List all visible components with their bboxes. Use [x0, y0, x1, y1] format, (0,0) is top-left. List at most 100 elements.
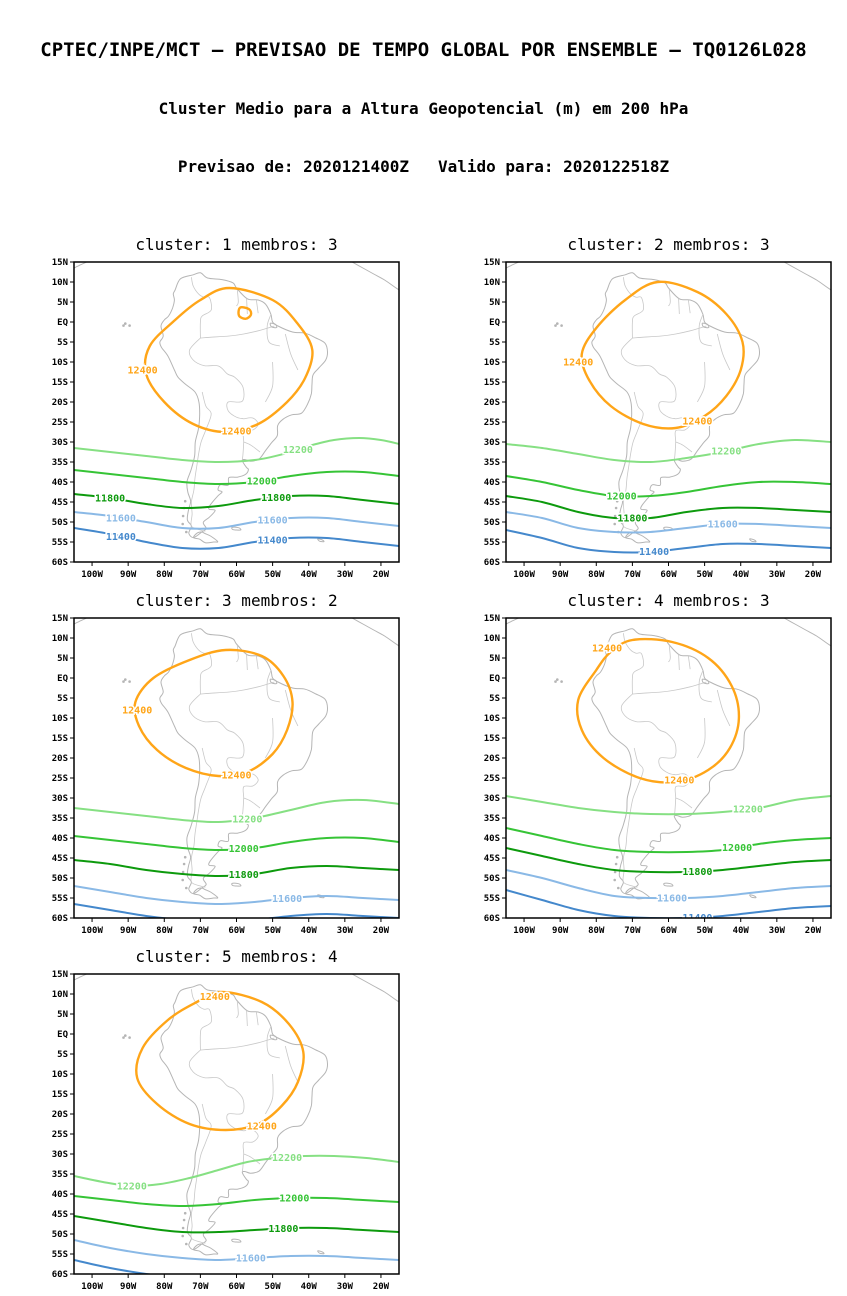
island-dot: [613, 878, 616, 882]
lon-tick-label: 70W: [624, 570, 641, 580]
lat-tick-label: 55S: [52, 538, 68, 548]
island-dot: [615, 855, 619, 859]
coastline: [159, 272, 329, 539]
island-dot: [128, 680, 131, 683]
country-border: [255, 655, 259, 670]
lat-tick-label: 45S: [52, 854, 68, 864]
lon-tick-label: 60W: [660, 926, 677, 936]
panels-grid: cluster: 1 membros: 3 12200 12000 11800 1180…: [0, 234, 847, 1296]
island-dot: [185, 886, 188, 890]
lon-tick-label: 20W: [805, 570, 822, 580]
island-dot: [560, 324, 563, 327]
lat-tick-label: EQ: [57, 674, 68, 684]
lat-tick-label: 55S: [52, 1250, 68, 1260]
coastline: [591, 628, 761, 895]
lat-tick-label: 40S: [52, 478, 68, 488]
island: [269, 678, 278, 685]
coastline-segment: [74, 974, 87, 981]
contour-label-12400: 12400: [200, 992, 230, 1003]
country-border: [265, 717, 274, 759]
island-dot: [122, 680, 125, 683]
country-border: [698, 670, 712, 703]
panel-chart: cluster: 3 membros: 2 12200 12000 11800 1160…: [52, 591, 400, 936]
country-border: [620, 693, 677, 776]
island-dot: [185, 530, 188, 534]
panel-title: cluster: 5 membros: 4: [135, 947, 337, 966]
contour-label-12200: 12200: [733, 805, 763, 816]
lat-tick-label: 30S: [484, 794, 500, 804]
lat-tick-label: 10S: [52, 714, 68, 724]
cluster-panel-5: cluster: 5 membros: 4 12200 12200 12000 1180…: [14, 946, 406, 1296]
page-subtitle: Cluster Medio para a Altura Geopotencial…: [158, 99, 689, 118]
lat-tick-label: EQ: [57, 318, 68, 328]
lon-tick-label: 90W: [120, 926, 137, 936]
lat-tick-label: 50S: [52, 518, 68, 528]
country-border: [266, 670, 280, 703]
country-border: [668, 288, 671, 307]
coastline-segment: [74, 262, 87, 269]
contour-12000: [506, 827, 831, 854]
lat-tick-label: 50S: [484, 874, 500, 884]
lon-tick-label: 30W: [337, 570, 354, 580]
contour-label-12400: 12400: [247, 1122, 277, 1133]
lat-tick-label: 15N: [484, 258, 500, 268]
lat-tick-label: 15S: [52, 1090, 68, 1100]
island-dot: [613, 514, 617, 518]
lat-tick-label: 25S: [52, 418, 68, 428]
page-title: CPTEC/INPE/MCT — PREVISAO DE TEMPO GLOBA…: [40, 39, 807, 61]
contour-label-11600: 11600: [106, 513, 136, 524]
lon-tick-label: 40W: [301, 926, 318, 936]
contour-label-12200: 12200: [711, 447, 741, 458]
lat-tick-label: 15S: [52, 378, 68, 388]
island-dot: [615, 499, 619, 503]
lon-tick-label: 30W: [337, 926, 354, 936]
header: CPTEC/INPE/MCT — PREVISAO DE TEMPO GLOBA…: [0, 0, 847, 196]
contour-11800: [74, 1215, 399, 1234]
country-border: [697, 361, 706, 403]
country-border: [236, 288, 239, 307]
island: [317, 1250, 325, 1255]
island-dot: [614, 506, 618, 510]
country-border: [687, 299, 691, 314]
country-border: [243, 441, 261, 453]
contour-label-12000: 12000: [722, 843, 752, 854]
contour-12200: [506, 438, 831, 464]
contour-label-12400: 12400: [682, 417, 712, 428]
contour-12000: [506, 475, 831, 498]
contour-label-11800: 11800: [682, 867, 712, 878]
lat-tick-label: 55S: [484, 894, 500, 904]
lon-tick-label: 60W: [228, 570, 245, 580]
lat-tick-label: 5S: [489, 338, 500, 348]
lon-tick-label: 60W: [228, 926, 245, 936]
lat-tick-label: 10N: [484, 278, 500, 288]
country-border: [188, 693, 245, 776]
lat-tick-label: 5S: [57, 338, 68, 348]
island: [749, 538, 757, 543]
lat-tick-label: 60S: [52, 558, 68, 568]
country-border: [246, 654, 248, 671]
island: [193, 887, 219, 900]
panel-chart: cluster: 5 membros: 4 12200 12200 12000 1180…: [52, 947, 400, 1292]
island-dot: [183, 1211, 187, 1215]
island-dot: [181, 522, 184, 526]
lat-tick-label: 40S: [52, 1190, 68, 1200]
panel-chart: cluster: 2 membros: 3 12200 12000 11800 1160…: [484, 235, 832, 580]
island: [269, 1034, 278, 1041]
country-border: [191, 989, 212, 1051]
lon-tick-label: 90W: [120, 570, 137, 580]
lon-tick-label: 70W: [192, 1282, 209, 1292]
country-border: [675, 441, 693, 453]
lon-tick-label: 70W: [192, 570, 209, 580]
contour-label-11600: 11600: [708, 520, 738, 531]
lat-tick-label: 25S: [52, 774, 68, 784]
lat-tick-label: 20S: [52, 1110, 68, 1120]
island-dot: [181, 870, 185, 874]
island-dot: [181, 1226, 185, 1230]
country-border: [188, 337, 245, 420]
lat-tick-label: 10N: [52, 634, 68, 644]
coastline: [591, 272, 761, 539]
coastline: [159, 984, 329, 1251]
island-dot: [556, 322, 559, 325]
country-border: [190, 391, 212, 532]
country-border: [668, 644, 671, 663]
